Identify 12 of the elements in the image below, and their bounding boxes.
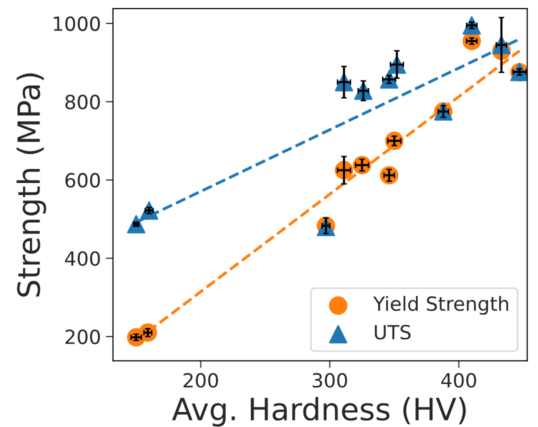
y-tick-label: 1000 (54, 16, 100, 32)
x-tick-label: 300 (312, 372, 348, 388)
y-axis-title: Strength (MPa) (16, 73, 46, 297)
x-tick-label: 400 (441, 372, 476, 388)
y-tick-label: 200 (65, 330, 100, 344)
x-axis-title: Avg. Hardness (HV) (172, 396, 466, 427)
y-tick-label: 600 (65, 172, 100, 188)
y-tick-label: 400 (65, 251, 100, 266)
x-tick-label: 200 (184, 372, 218, 388)
legend-label: Yield Strength (373, 296, 508, 315)
y-tick-label: 800 (65, 94, 100, 110)
legend-label: UTS (374, 324, 411, 340)
